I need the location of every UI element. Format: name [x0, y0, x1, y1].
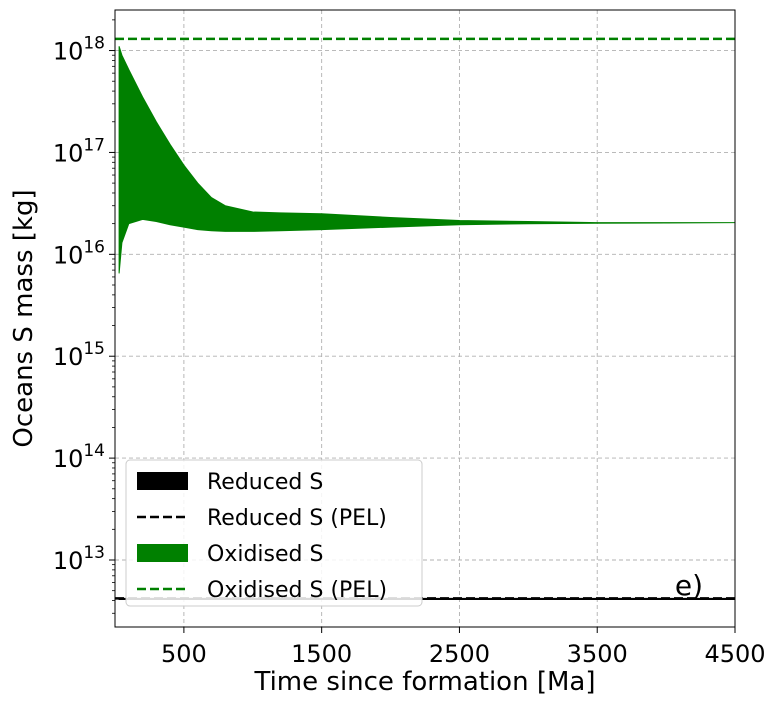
x-tick-label: 4500	[704, 640, 765, 668]
x-axis-ticks: 500 1500 2500 3500 4500	[161, 627, 766, 668]
x-axis-label: Time since formation [Ma]	[254, 667, 596, 697]
y-tick-label: 1018	[53, 34, 105, 66]
y-tick-label: 1015	[53, 339, 105, 371]
series-band-oxidised-s	[118, 46, 736, 274]
y-tick-label: 1013	[53, 543, 105, 575]
legend-box	[125, 459, 423, 607]
legend-label-oxidised-s: Oxidised S	[207, 542, 323, 567]
legend-swatch-oxidised-s	[137, 544, 188, 562]
y-axis-label: Oceans S mass [kg]	[9, 189, 39, 447]
y-tick-label: 1016	[53, 237, 105, 269]
x-tick-label: 3500	[567, 640, 628, 668]
y-tick-label: 1017	[53, 135, 105, 167]
x-tick-label: 1500	[291, 640, 352, 668]
x-tick-label: 500	[161, 640, 207, 668]
legend-label-reduced-s-pel-: Reduced S (PEL)	[207, 506, 387, 531]
y-tick-label: 1014	[53, 441, 105, 473]
legend: Reduced S Reduced S (PEL) Oxidised S Oxidis…	[125, 459, 423, 607]
y-axis-ticks: 1013 1014 1015 1016 1017 1018	[53, 19, 115, 614]
legend-label-oxidised-s-pel-: Oxidised S (PEL)	[207, 578, 387, 603]
plot-frame	[114, 9, 736, 628]
legend-swatch-reduced-s	[137, 472, 188, 490]
panel-label: e)	[675, 569, 703, 602]
legend-label-reduced-s: Reduced S	[207, 470, 323, 495]
x-tick-label: 2500	[429, 640, 490, 668]
